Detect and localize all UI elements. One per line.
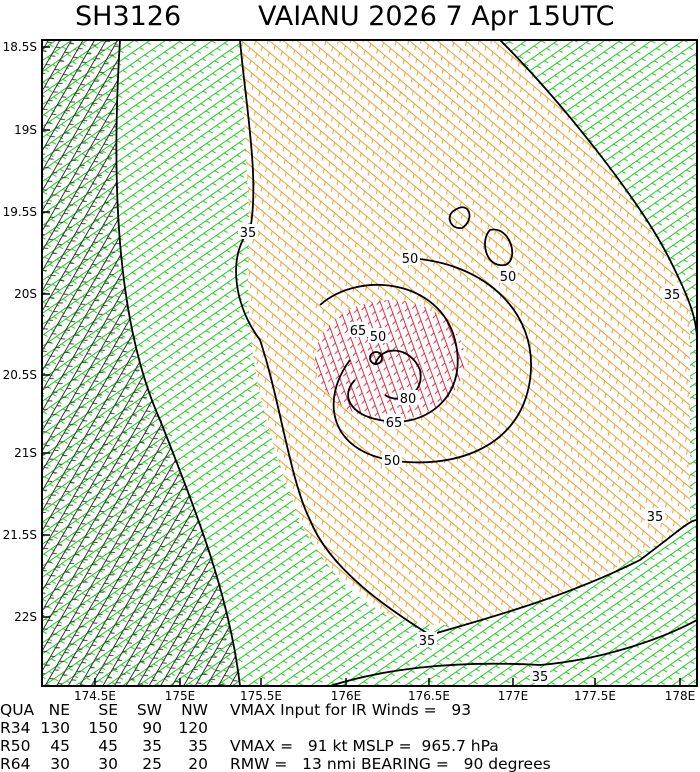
contour-label: 35 bbox=[240, 226, 257, 241]
contour-label: 50 bbox=[402, 252, 419, 267]
table-cell: 25 bbox=[142, 755, 162, 772]
table-cell: 45 bbox=[98, 737, 118, 755]
lon-label: 175E bbox=[165, 689, 196, 703]
table-header: NW bbox=[181, 701, 208, 719]
contour-label-bg bbox=[400, 250, 420, 265]
contour-label: 65 bbox=[350, 324, 367, 339]
table-cell: R64 bbox=[0, 755, 31, 772]
info-line: RMW = 13 nmi BEARING = 90 degrees bbox=[230, 755, 551, 772]
lat-label: 19S bbox=[14, 123, 37, 137]
lon-label: 174.5E bbox=[74, 689, 116, 703]
contour-label-bg bbox=[398, 390, 418, 405]
lat-label: 21.5S bbox=[3, 528, 37, 542]
table-cell: 20 bbox=[188, 755, 208, 772]
table-cell: 35 bbox=[188, 737, 208, 755]
contour-label-bg bbox=[417, 632, 437, 647]
table-cell: 35 bbox=[142, 737, 162, 755]
table-cell: R34 bbox=[0, 719, 31, 737]
lat-label: 21S bbox=[14, 446, 37, 460]
contour-label-bg bbox=[645, 508, 665, 523]
contour-label: 50 bbox=[384, 454, 401, 469]
table-header: SW bbox=[137, 701, 162, 719]
table-cell: 150 bbox=[88, 719, 118, 737]
table-cell: 30 bbox=[98, 755, 118, 772]
lat-label: 20.5S bbox=[3, 368, 37, 382]
lon-label: 175.5E bbox=[240, 689, 282, 703]
contour-label: 50 bbox=[370, 330, 387, 345]
contour-label-bg bbox=[530, 668, 550, 683]
lat-label: 19.5S bbox=[3, 205, 37, 219]
table-cell: 90 bbox=[142, 719, 162, 737]
storm-id: SH3126 bbox=[75, 1, 181, 32]
contour-label-bg bbox=[348, 322, 368, 337]
contour-label: 50 bbox=[500, 270, 517, 285]
table-header: QUA bbox=[0, 701, 35, 719]
table-header: NE bbox=[49, 701, 70, 719]
wind-barbs bbox=[42, 40, 697, 686]
contour-label: 80 bbox=[400, 392, 417, 407]
lon-label: 177E bbox=[498, 689, 529, 703]
lon-label: 176E bbox=[331, 689, 362, 703]
contour-label-bg bbox=[662, 286, 682, 301]
table-cell: R50 bbox=[0, 737, 31, 755]
contour-label: 35 bbox=[647, 510, 664, 525]
table-cell: 120 bbox=[178, 719, 208, 737]
lon-label: 178E bbox=[665, 689, 696, 703]
contour-label-bg bbox=[384, 414, 404, 429]
contour-label-bg bbox=[498, 268, 518, 283]
storm-info: VAIANU 2026 7 Apr 15UTC bbox=[258, 1, 614, 32]
contour-label-bg bbox=[382, 452, 402, 467]
table-header: SE bbox=[98, 701, 118, 719]
contour-label: 35 bbox=[419, 634, 436, 649]
lat-label: 22S bbox=[14, 610, 37, 624]
contour-label: 35 bbox=[532, 670, 549, 685]
contour-label-bg bbox=[368, 328, 388, 343]
table-cell: 130 bbox=[40, 719, 70, 737]
lat-label: 20S bbox=[14, 287, 37, 301]
contour-label-bg bbox=[238, 224, 258, 239]
info-line: VMAX = 91 kt MSLP = 965.7 hPa bbox=[230, 737, 499, 755]
lat-label: 18.5S bbox=[3, 40, 37, 54]
map-frame bbox=[41, 39, 698, 687]
table-cell: 45 bbox=[50, 737, 70, 755]
contour-label: 65 bbox=[386, 416, 403, 431]
table-cell: 30 bbox=[50, 755, 70, 772]
lon-label: 176.5E bbox=[408, 689, 450, 703]
contour-label: 35 bbox=[664, 288, 681, 303]
lon-label: 177.5E bbox=[574, 689, 616, 703]
info-line: VMAX Input for IR Winds = 93 bbox=[230, 701, 471, 719]
